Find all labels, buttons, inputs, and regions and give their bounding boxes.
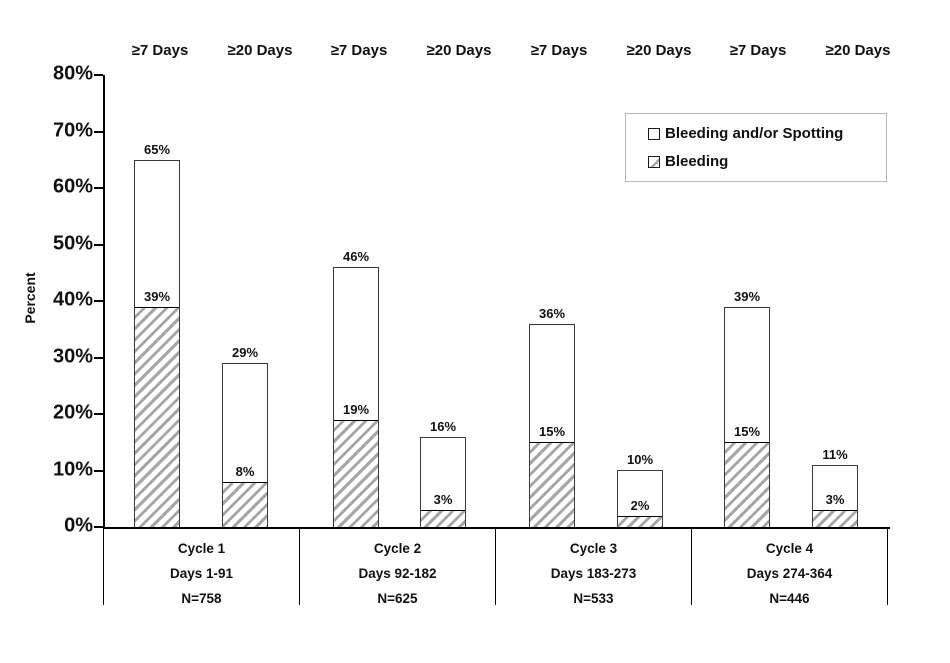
days-label: Days 92-182 bbox=[358, 566, 437, 581]
y-tick-mark bbox=[94, 74, 103, 76]
open-square-swatch-icon bbox=[648, 127, 660, 140]
column-header-cycle4-ge20: ≥20 Days bbox=[825, 42, 891, 59]
n-label: N=758 bbox=[181, 591, 222, 606]
cycle-label: Cycle 4 bbox=[765, 541, 814, 556]
y-tick-mark bbox=[94, 356, 103, 359]
bar-cycle1-ge7days: 65% 39% bbox=[134, 142, 180, 527]
column-header-cycle2-ge7: ≥7 Days bbox=[330, 42, 388, 59]
column-header-cycle2-ge20: ≥20 Days bbox=[426, 42, 492, 59]
days-label: Days 1-91 bbox=[169, 566, 234, 581]
y-tick-label-60: 60% bbox=[52, 175, 93, 198]
legend-label: Bleeding and/or Spotting bbox=[665, 125, 844, 142]
column-header-cycle4-ge7: ≥7 Days bbox=[729, 42, 787, 59]
bar-bleeding-label: 15% bbox=[538, 424, 566, 439]
column-header-cycle3-ge7: ≥7 Days bbox=[530, 42, 588, 59]
bar-total-label: 46% bbox=[342, 249, 370, 264]
bar-bleeding-label: 19% bbox=[342, 402, 370, 417]
y-tick-mark bbox=[94, 187, 103, 189]
bar-bleeding-label: 39% bbox=[143, 289, 171, 304]
legend-label: Bleeding bbox=[665, 153, 729, 170]
x-category-cycle2: Cycle 2 Days 92-182 N=625 bbox=[299, 529, 495, 606]
y-tick-mark bbox=[94, 413, 103, 415]
bar-bleeding-segment bbox=[334, 420, 378, 527]
n-label: N=625 bbox=[377, 591, 418, 606]
bar-bleeding-segment bbox=[725, 442, 769, 527]
bar-cycle2-ge7days: 46% 19% bbox=[333, 249, 379, 527]
cycle-label: Cycle 2 bbox=[373, 541, 422, 556]
bar-bleeding-segment bbox=[618, 516, 662, 527]
y-tick-mark bbox=[94, 130, 103, 133]
n-label: N=446 bbox=[769, 591, 810, 606]
bar-bleeding-segment bbox=[135, 307, 179, 527]
column-header-cycle3-ge20: ≥20 Days bbox=[626, 42, 692, 59]
y-tick-mark bbox=[94, 526, 103, 528]
bar-bleeding-segment bbox=[421, 510, 465, 527]
legend-item-bleeding: Bleeding bbox=[648, 153, 886, 170]
bar-bleeding-segment bbox=[223, 482, 267, 527]
x-category-cycle4: Cycle 4 Days 274-364 N=446 bbox=[691, 529, 887, 606]
bar-bleeding-label: 3% bbox=[433, 492, 453, 507]
x-category-cycle1: Cycle 1 Days 1-91 N=758 bbox=[103, 529, 299, 606]
bar-total-label: 65% bbox=[143, 142, 171, 157]
legend-item-bleeding-spotting: Bleeding and/or Spotting bbox=[648, 125, 886, 142]
bar-cycle3-ge20days: 10% 2% bbox=[617, 452, 663, 527]
bar-bleeding-segment bbox=[530, 442, 574, 527]
y-tick-label-0: 0% bbox=[64, 514, 93, 537]
legend: Bleeding and/or Spotting Bleeding bbox=[625, 113, 887, 182]
days-label: Days 274-364 bbox=[746, 566, 833, 581]
y-tick-label-30: 30% bbox=[52, 344, 93, 367]
cycle-label: Cycle 3 bbox=[569, 541, 618, 556]
x-axis-category-table: Cycle 1 Days 1-91 N=758 Cycle 2 Days 92-… bbox=[103, 529, 888, 606]
bar-total-label: 29% bbox=[231, 345, 259, 360]
bar-cycle2-ge20days: 16% 3% bbox=[420, 419, 466, 527]
cycle-label: Cycle 1 bbox=[177, 541, 226, 556]
y-tick-label-40: 40% bbox=[52, 288, 93, 311]
plot-area: 80% 70% 60% 50% 40% 30% 20% 10% 0% 65% 3… bbox=[53, 62, 890, 536]
y-tick-label-80: 80% bbox=[52, 62, 93, 85]
bar-bleeding-label: 8% bbox=[235, 464, 255, 479]
bar-total-label: 16% bbox=[429, 419, 457, 434]
n-label: N=533 bbox=[573, 591, 614, 606]
bar-cycle4-ge7days: 39% 15% bbox=[724, 289, 770, 527]
bar-total-label: 10% bbox=[626, 452, 654, 467]
hatched-square-swatch-icon bbox=[648, 155, 660, 168]
x-category-cycle3: Cycle 3 Days 183-273 N=533 bbox=[495, 529, 691, 606]
column-header-cycle1-ge7: ≥7 Days bbox=[131, 42, 189, 59]
bar-total-label: 11% bbox=[822, 447, 848, 462]
bar-bleeding-label: 3% bbox=[825, 492, 845, 507]
days-label: Days 183-273 bbox=[550, 566, 637, 581]
y-tick-label-50: 50% bbox=[52, 231, 93, 254]
bar-cycle4-ge20days: 11% 3% bbox=[812, 447, 858, 527]
bar-cycle3-ge7days: 36% 15% bbox=[529, 306, 575, 527]
bar-cycle1-ge20days: 29% 8% bbox=[222, 345, 268, 527]
y-tick-label-10: 10% bbox=[52, 457, 93, 480]
y-tick-mark bbox=[94, 243, 103, 246]
y-tick-mark bbox=[94, 300, 103, 302]
y-tick-mark bbox=[94, 469, 103, 472]
bar-total-label: 39% bbox=[733, 289, 761, 304]
bar-total-label: 36% bbox=[538, 306, 566, 321]
y-tick-label-70: 70% bbox=[52, 118, 93, 141]
bar-bleeding-label: 2% bbox=[630, 498, 650, 513]
bar-bleeding-segment bbox=[813, 510, 857, 527]
y-tick-label-20: 20% bbox=[52, 401, 93, 424]
column-header-cycle1-ge20: ≥20 Days bbox=[227, 42, 293, 59]
bar-bleeding-label: 15% bbox=[733, 424, 761, 439]
